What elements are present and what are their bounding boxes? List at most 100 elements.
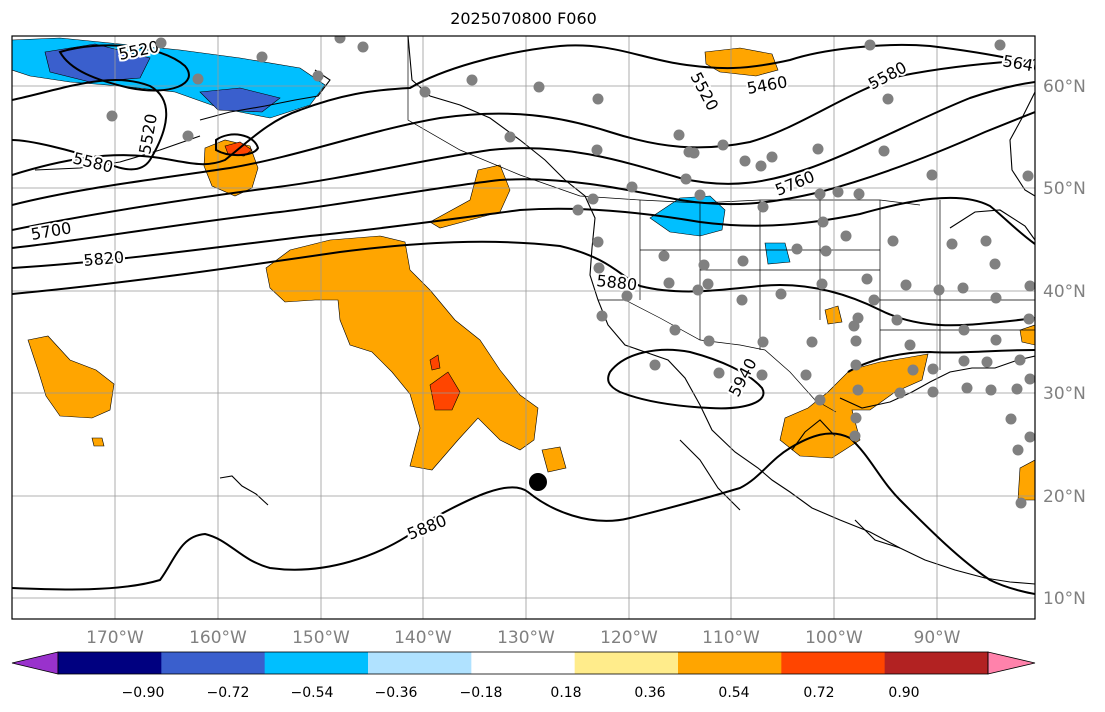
station-dot xyxy=(1014,354,1026,366)
station-dot xyxy=(840,230,852,242)
map-title: 2025070800 F060 xyxy=(450,9,597,28)
station-dot xyxy=(907,364,919,376)
positive-region-gulf-mexico xyxy=(779,353,929,459)
lon-label: 120°W xyxy=(600,628,658,648)
station-dot xyxy=(334,36,346,44)
latitude-labels: 60°N 50°N 40°N 30°N 20°N 10°N xyxy=(1043,77,1086,609)
station-dot xyxy=(800,369,812,381)
station-dot xyxy=(812,143,824,155)
colorbar-tick-label: 0.72 xyxy=(803,685,834,701)
station-dot xyxy=(904,339,916,351)
station-dot xyxy=(766,151,778,163)
lon-label: 100°W xyxy=(805,628,863,648)
station-dot xyxy=(994,39,1006,51)
colorbar-outline xyxy=(57,651,989,675)
station-dot xyxy=(981,356,993,368)
colorbar-tick-label: −0.18 xyxy=(460,685,503,701)
colorbar-segment xyxy=(781,652,886,674)
colorbar-tick-labels: −0.90 −0.72 −0.54 −0.36 −0.18 0.18 0.36 … xyxy=(122,685,920,701)
station-dot xyxy=(572,204,584,216)
longitude-labels: 170°W 160°W 150°W 140°W 130°W 120°W 110°… xyxy=(86,628,961,648)
lon-label: 90°W xyxy=(914,628,961,648)
station-dot xyxy=(192,73,204,85)
colorbar-segment xyxy=(368,652,472,674)
colorbar-segment xyxy=(678,652,782,674)
station-dot xyxy=(817,216,829,228)
station-dot xyxy=(1011,383,1023,395)
station-dot xyxy=(106,110,118,122)
station-dot xyxy=(958,324,970,336)
station-dot xyxy=(1015,497,1027,509)
lon-label: 150°W xyxy=(292,628,350,648)
station-markers xyxy=(106,36,1035,509)
station-dot xyxy=(591,144,603,156)
station-dot xyxy=(312,70,324,82)
station-dot xyxy=(791,243,803,255)
station-dot xyxy=(533,81,545,93)
colorbar-tick-label: 0.36 xyxy=(634,685,665,701)
colorbar-tick-label: −0.36 xyxy=(375,685,418,701)
station-dot xyxy=(900,279,912,291)
lon-label: 140°W xyxy=(394,628,452,648)
station-dot xyxy=(737,255,749,267)
station-dot xyxy=(820,245,832,257)
station-dot xyxy=(626,181,638,193)
station-dot xyxy=(592,93,604,105)
lat-label: 30°N xyxy=(1043,384,1086,404)
station-dot xyxy=(1024,431,1035,443)
station-dot xyxy=(713,367,725,379)
coastlines xyxy=(34,36,1035,585)
station-dot xyxy=(756,369,768,381)
station-dot xyxy=(593,262,605,274)
station-dot xyxy=(256,51,268,63)
colorbar-tick-label: 0.18 xyxy=(550,685,581,701)
station-dot xyxy=(852,384,864,396)
lat-label: 50°N xyxy=(1043,179,1086,199)
station-dot xyxy=(587,193,599,205)
station-dot xyxy=(736,294,748,306)
station-dot xyxy=(832,186,844,198)
station-dot xyxy=(755,160,767,172)
station-dot xyxy=(1024,373,1035,385)
colorbar-segment xyxy=(574,652,679,674)
lon-label: 160°W xyxy=(189,628,247,648)
positive-region-small-pacific xyxy=(91,437,567,473)
station-dot xyxy=(861,273,873,285)
station-dot xyxy=(182,130,194,142)
colorbar-extend-high xyxy=(987,651,1036,675)
political-borders xyxy=(407,36,1035,413)
station-dot xyxy=(850,412,862,424)
station-dot xyxy=(990,292,1002,304)
station-dot xyxy=(980,235,992,247)
station-dot xyxy=(989,258,1001,270)
station-dot xyxy=(680,173,692,185)
colorbar-segment xyxy=(471,652,576,674)
station-dot xyxy=(757,201,769,213)
station-dot xyxy=(946,238,958,250)
colorbar-tick-label: 0.54 xyxy=(718,685,749,701)
station-dot xyxy=(814,394,826,406)
colorbar xyxy=(11,651,1036,675)
station-dot xyxy=(864,39,876,51)
station-dot xyxy=(850,335,862,347)
colorbar-tick-label: 0.90 xyxy=(888,685,919,701)
station-dot xyxy=(739,155,751,167)
colorbar-tick-label: −0.54 xyxy=(291,685,334,701)
station-dot xyxy=(698,259,710,271)
station-dot xyxy=(894,387,906,399)
colorbar-segment xyxy=(161,652,266,674)
station-dot xyxy=(1012,444,1024,456)
colorbar-segment xyxy=(58,652,162,674)
station-dot xyxy=(669,324,681,336)
station-dot xyxy=(658,250,670,262)
station-dot xyxy=(694,189,706,201)
lon-label: 130°W xyxy=(497,628,555,648)
station-dot xyxy=(357,41,369,53)
lon-label: 170°W xyxy=(86,628,144,648)
station-dot xyxy=(466,74,478,86)
station-dot xyxy=(596,310,608,322)
station-dot xyxy=(649,359,661,371)
station-dot xyxy=(1024,280,1035,292)
positive-region-hawaii-west xyxy=(27,335,115,419)
